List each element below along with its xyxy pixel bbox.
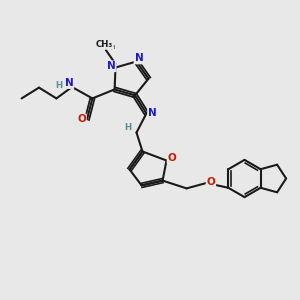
Text: O: O [206,177,215,188]
Text: O: O [167,153,176,163]
Text: H: H [56,81,63,90]
Text: N: N [107,61,116,71]
Text: N: N [64,78,74,88]
Text: N: N [148,108,157,118]
Text: methyl: methyl [96,45,116,50]
Text: CH₃: CH₃ [96,40,113,49]
Text: N: N [134,53,143,64]
Text: O: O [77,114,86,124]
Text: H: H [124,123,132,132]
